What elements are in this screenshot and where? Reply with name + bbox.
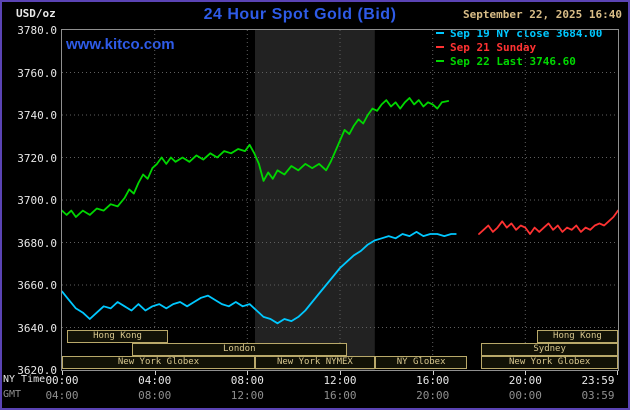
x-axis-gmt-tick-label: 08:00 bbox=[138, 389, 172, 402]
x-axis-gmt-tick-label: 20:00 bbox=[416, 389, 450, 402]
x-axis-ny-tick-label: 04:00 bbox=[138, 374, 172, 387]
x-axis-ny-tick-label: 00:00 bbox=[45, 374, 79, 387]
y-axis-tick-label: 3760.0 bbox=[17, 66, 57, 80]
y-axis-tick-label: 3700.0 bbox=[17, 194, 57, 207]
chart-title: 24 Hour Spot Gold (Bid) bbox=[203, 6, 397, 23]
ny-time-axis-label: NY Time bbox=[3, 374, 46, 385]
session-london: London bbox=[131, 343, 347, 356]
x-axis-gmt-tick-label: 04:00 bbox=[45, 389, 79, 402]
y-axis-tick-label: 3720.0 bbox=[17, 151, 57, 165]
y-axis-tick-label: 3680.0 bbox=[17, 236, 57, 250]
session-new-york-nymex: New York NYMEX bbox=[255, 356, 375, 369]
x-axis-gmt-tick-label: 12:00 bbox=[230, 389, 264, 402]
units-label: USD/oz bbox=[16, 7, 56, 20]
session-hong-kong: Hong Kong bbox=[66, 330, 169, 343]
x-axis-gmt-tick-label: 03:59 bbox=[581, 389, 615, 402]
x-axis-tick-mark bbox=[62, 371, 63, 375]
session-new-york-globex: New York Globex bbox=[481, 356, 618, 369]
session-ny-globex: NY Globex bbox=[374, 356, 468, 369]
x-axis-ny-tick-label: 12:00 bbox=[323, 374, 357, 387]
legend-line-swatch-icon bbox=[436, 60, 444, 62]
x-axis-ny-tick-label: 23:59 bbox=[581, 374, 615, 387]
x-axis-tick-mark bbox=[432, 371, 434, 375]
x-axis-gmt-tick-label: 00:00 bbox=[508, 389, 542, 402]
session-sydney: Sydney bbox=[481, 343, 618, 356]
legend-line-swatch-icon bbox=[436, 32, 444, 34]
y-axis-tick-label: 3740.0 bbox=[17, 109, 57, 122]
kitco-watermark-link[interactable]: www.kitco.com bbox=[66, 36, 175, 53]
price-lines-svg bbox=[62, 30, 618, 370]
session-new-york-globex: New York Globex bbox=[62, 356, 255, 369]
legend-item-sep21-sunday: Sep 21 Sunday bbox=[436, 40, 622, 54]
legend-line-swatch-icon bbox=[436, 46, 444, 48]
gmt-axis-label: GMT bbox=[3, 389, 22, 400]
legend-item-sep22-last: Sep 22 Last 3746.60 bbox=[436, 54, 622, 68]
x-axis-gmt-tick-label: 16:00 bbox=[323, 389, 357, 402]
x-axis-tick-mark bbox=[617, 371, 618, 375]
x-axis-tick-mark bbox=[525, 371, 527, 375]
x-axis-ny-tick-label: 16:00 bbox=[416, 374, 450, 387]
session-hong-kong: Hong Kong bbox=[536, 330, 618, 343]
x-axis-ny-tick-label: 08:00 bbox=[230, 374, 264, 387]
chart-plot-area: Hong Kong Hong Kong London Sydney New York G… bbox=[61, 29, 619, 371]
y-axis-tick-label: 3640.0 bbox=[17, 321, 57, 335]
datetime-label: September 22, 2025 16:40 bbox=[463, 8, 622, 21]
x-axis-tick-mark bbox=[154, 371, 156, 375]
y-axis-tick-label: 3660.0 bbox=[17, 279, 57, 292]
x-axis-tick-mark bbox=[247, 371, 249, 375]
y-axis-tick-label: 3620.0 bbox=[17, 364, 57, 377]
legend-label: Sep 21 Sunday bbox=[450, 40, 537, 54]
y-axis-tick-label: 3780.0 bbox=[17, 24, 57, 37]
legend-label: Sep 22 Last 3746.60 bbox=[450, 54, 576, 68]
x-axis-tick-mark bbox=[340, 371, 341, 375]
x-axis-ny-tick-label: 20:00 bbox=[508, 374, 542, 387]
